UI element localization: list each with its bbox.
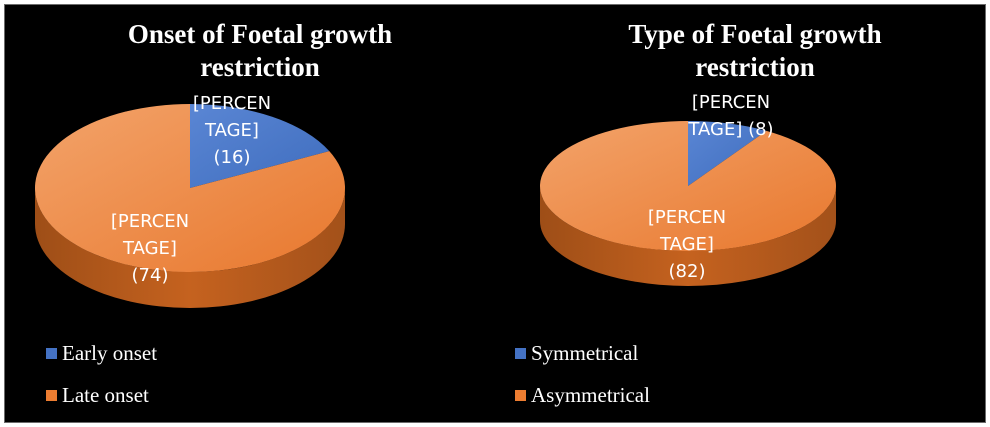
pie-0-slice-early-onset xyxy=(190,104,330,188)
chart-figure: Onset of Foetal growth restriction Type … xyxy=(4,4,986,423)
pie-0-data-label-0: [PERCEN TAGE] (16) xyxy=(193,93,271,168)
legend-item-asymmetrical: Asymmetrical xyxy=(515,383,650,408)
pie-0-side-1 xyxy=(35,188,345,308)
pie-1-data-label-1: [PERCEN TAGE] (82) xyxy=(648,207,726,282)
legend-swatch-blue xyxy=(515,348,526,359)
pie-1-slice-symmetrical xyxy=(688,121,767,186)
legend-item-late-onset: Late onset xyxy=(46,383,149,408)
pie-1-data-label-0: [PERCEN TAGE] (8) xyxy=(687,92,773,140)
pie-0-slice-late-onset xyxy=(34,104,345,272)
legend-swatch-orange xyxy=(46,390,57,401)
legend-label: Early onset xyxy=(62,341,158,365)
legend-item-early-onset: Early onset xyxy=(46,341,157,366)
chart-title-type: Type of Foetal growth restriction xyxy=(628,19,882,82)
pie-0-data-label-1: [PERCEN TAGE] (74) xyxy=(111,211,189,286)
pie-1-side-1 xyxy=(540,186,836,286)
pie-1: [PERCEN TAGE] (8) [PERCEN TAGE] (82) xyxy=(540,92,836,286)
pie-0: [PERCEN TAGE] (16)[PERCEN TAGE] (74) xyxy=(34,93,345,308)
pie-1-slice-asymmetrical xyxy=(540,121,836,252)
legend-label: Asymmetrical xyxy=(531,383,650,407)
legend-swatch-blue xyxy=(46,348,57,359)
legend-swatch-orange xyxy=(515,390,526,401)
legend-label: Symmetrical xyxy=(531,341,639,365)
legend-item-symmetrical: Symmetrical xyxy=(515,341,638,366)
pie-charts-canvas: [PERCEN TAGE] (16)[PERCEN TAGE] (74)[PERCEN T… xyxy=(34,92,836,308)
chart-title-onset: Onset of Foetal growth restriction xyxy=(127,19,393,82)
legend-label: Late onset xyxy=(62,383,149,407)
